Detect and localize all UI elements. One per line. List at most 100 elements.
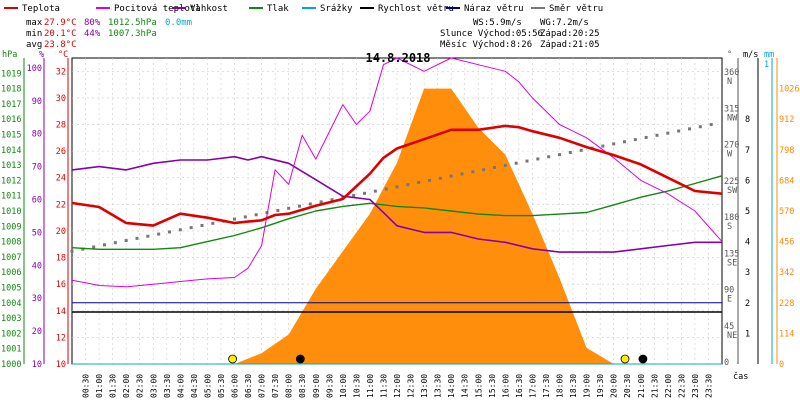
hpa-tick: 1008 <box>1 238 21 248</box>
wind-direction-point <box>428 178 431 182</box>
temp-tick: 10 <box>56 360 66 370</box>
dir-tick: 180 <box>724 213 739 223</box>
hpa-tick: 1001 <box>1 345 21 355</box>
wind-direction-point <box>406 183 410 187</box>
info-moon: Měsíc Východ:8:26 <box>440 40 532 50</box>
temp-tick: 18 <box>56 254 66 264</box>
moonrise-marker <box>295 354 305 364</box>
pct-tick: 40 <box>32 261 42 271</box>
hpa-tick: 1011 <box>1 192 21 202</box>
wind-direction-point <box>157 232 161 236</box>
temp-tick: 24 <box>56 174 66 184</box>
legend-label-1: Pocitová teplota <box>114 4 201 14</box>
wind-direction-point <box>633 138 637 142</box>
series-temperature <box>71 124 723 227</box>
info-moon-set: Západ:21:05 <box>540 40 600 50</box>
x-tick: 17:00 <box>528 374 537 398</box>
wind-direction-point <box>503 163 507 167</box>
dir-tick: 360 <box>724 68 739 78</box>
wind-direction-point <box>579 148 583 152</box>
hpa-tick: 1016 <box>1 115 21 125</box>
x-tick: 07:00 <box>258 374 267 398</box>
wm2-tick: 798 <box>779 146 794 156</box>
legend-label-4: Srážky <box>320 4 353 14</box>
dir-tick-label: NE <box>727 331 737 341</box>
hpa-tick: 1010 <box>1 207 21 217</box>
ms-tick: 2 <box>745 299 750 309</box>
x-tick: 01:30 <box>109 374 118 398</box>
wind-direction-point <box>666 131 670 135</box>
temp-tick: 26 <box>56 147 66 157</box>
pct-tick: 30 <box>32 294 42 304</box>
axes: 1000100110021003100410051006100710081009… <box>1 57 799 398</box>
ms-tick: 7 <box>745 146 750 156</box>
x-tick: 02:30 <box>136 374 145 398</box>
stat-min-press: 1007.3hPa <box>108 29 157 39</box>
stat-avg-temp: 23.8°C <box>44 40 77 50</box>
wind-direction-point <box>384 187 388 191</box>
legend-label-6: Náraz větru <box>464 4 524 14</box>
ms-tick: 1 <box>745 329 750 339</box>
hpa-tick: 1007 <box>1 253 21 263</box>
x-tick: 16:30 <box>515 374 524 398</box>
x-tick: 09:30 <box>325 374 334 398</box>
axis-mm-label: mm <box>764 50 774 60</box>
hpa-tick: 1005 <box>1 284 21 294</box>
wm2-tick: 684 <box>779 176 794 186</box>
wm2-tick: 0 <box>779 360 784 370</box>
hpa-tick: 1013 <box>1 161 21 171</box>
x-tick: 13:00 <box>420 374 429 398</box>
stat-max-label: max <box>26 18 43 28</box>
x-tick: 23:30 <box>704 374 713 398</box>
temp-tick: 16 <box>56 280 66 290</box>
legend-label-3: Tlak <box>267 4 289 14</box>
axis-mm-top: 1 <box>764 60 769 70</box>
hpa-tick: 1002 <box>1 329 21 339</box>
x-tick: 13:30 <box>434 374 443 398</box>
ms-tick: 3 <box>745 268 750 278</box>
pct-tick: 100 <box>27 64 42 74</box>
wind-direction-point <box>124 239 128 243</box>
x-tick: 12:30 <box>407 374 416 398</box>
x-tick: 22:30 <box>677 374 686 398</box>
x-tick: 20:00 <box>610 374 619 398</box>
wind-direction-point <box>298 204 301 208</box>
wm2-tick: 1026 <box>779 85 799 95</box>
wind-direction-point <box>70 249 74 253</box>
series-feels-like <box>71 57 723 288</box>
wind-direction-point <box>243 215 247 219</box>
axis-ms-label: m/s <box>743 50 758 60</box>
x-tick: 19:30 <box>596 374 605 398</box>
info-wg: WG:7.2m/s <box>540 18 589 28</box>
pct-tick: 20 <box>32 327 42 337</box>
x-tick: 04:00 <box>176 374 185 398</box>
x-tick: 18:00 <box>556 374 565 398</box>
axis-dir-label: ° <box>727 50 732 60</box>
temp-tick: 22 <box>56 200 66 210</box>
pct-tick: 80 <box>32 130 42 140</box>
wind-direction-point <box>189 226 193 230</box>
ms-tick: 4 <box>745 238 750 248</box>
x-tick: 08:30 <box>298 374 307 398</box>
hpa-tick: 1014 <box>1 146 21 156</box>
x-tick: 08:00 <box>285 374 294 398</box>
x-tick: 17:30 <box>542 374 551 398</box>
dir-tick: 315 <box>724 104 739 114</box>
wind-direction-point <box>395 185 399 189</box>
wind-direction-point <box>211 221 215 225</box>
legend-label-5: Rychlost větru <box>378 4 454 14</box>
wind-direction-point <box>308 202 312 206</box>
wind-direction-point <box>254 213 258 217</box>
series-humidity <box>71 155 722 253</box>
x-tick: 18:30 <box>569 374 578 398</box>
wind-direction-point <box>92 245 96 249</box>
stats-block: max 27.9°C 80% 1012.5hPa 0.0mm min 20.1°… <box>26 18 192 50</box>
wind-direction-point <box>146 234 150 238</box>
dir-tick-label: W <box>727 150 733 160</box>
wind-direction-point <box>525 159 529 163</box>
x-tick: 02:00 <box>122 374 131 398</box>
wind-direction-point <box>623 140 626 144</box>
wm2-tick: 570 <box>779 207 794 217</box>
hpa-tick: 1018 <box>1 85 21 95</box>
wind-direction-point <box>103 243 106 247</box>
